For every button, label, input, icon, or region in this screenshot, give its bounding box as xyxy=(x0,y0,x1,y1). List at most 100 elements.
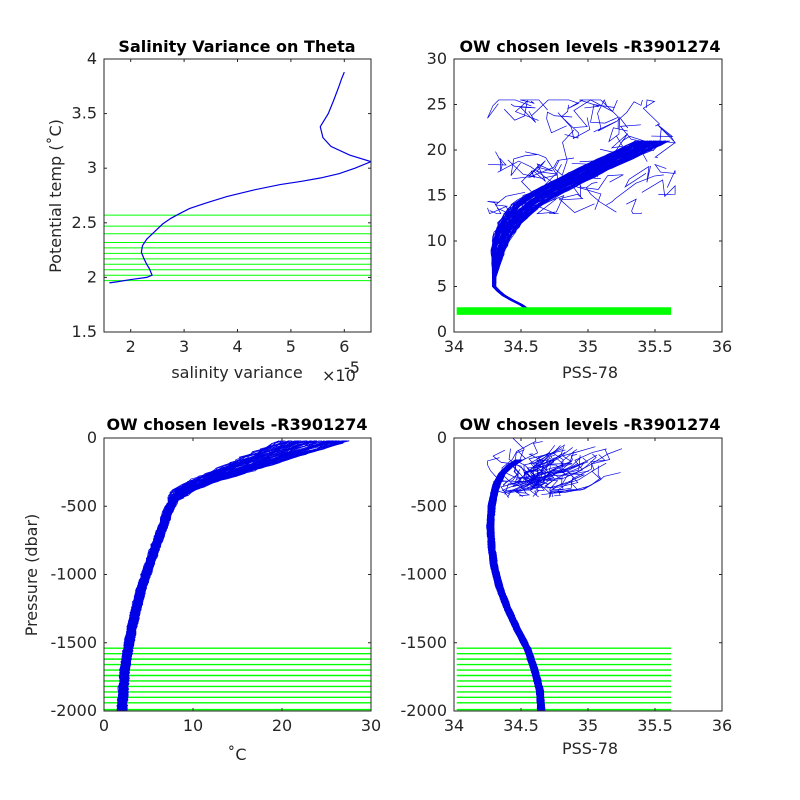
salinity-surface-trace xyxy=(513,457,550,487)
x-tick-label: 34 xyxy=(444,337,464,356)
salinity-surface-trace xyxy=(515,463,573,494)
salinity-surface-trace xyxy=(504,458,557,491)
ts-surface-trace xyxy=(597,99,617,132)
ts-profile xyxy=(495,140,665,310)
ticks-p1: 2 3 4 5 6 1.5 2 2.5 3 3.5 4 xyxy=(72,49,371,356)
ts-surface-trace xyxy=(558,193,595,213)
salinity-surface-trace xyxy=(544,453,597,487)
ts-profile xyxy=(495,140,666,310)
axes-frame-p1 xyxy=(103,58,372,333)
salinity-profile xyxy=(491,459,544,711)
salinity-profile xyxy=(492,459,546,711)
y-axis-label-p3: Pressure (dbar) xyxy=(22,514,41,637)
x-tick-label: 36 xyxy=(712,716,732,735)
ts-profile xyxy=(492,140,642,310)
salinity-profile xyxy=(488,459,541,711)
ts-surface-trace xyxy=(561,104,579,139)
ts-surface-trace xyxy=(624,165,651,188)
salinity-surface-trace xyxy=(551,448,623,492)
ts-surface-trace xyxy=(573,99,618,128)
ts-surface-trace xyxy=(503,99,539,121)
y-tick-label: -2000 xyxy=(401,701,448,720)
panel-title-p3: OW chosen levels -R3901274 xyxy=(106,415,367,434)
ts-surface-trace xyxy=(487,99,532,119)
ts-profile xyxy=(495,140,666,310)
variance-profile-line xyxy=(109,71,371,284)
ts-surface-trace xyxy=(554,129,575,176)
ts-surface-trace xyxy=(571,160,606,178)
plot-area-p4 xyxy=(456,438,672,711)
ts-surface-trace xyxy=(510,103,536,123)
ts-profile xyxy=(495,140,667,310)
ts-profile xyxy=(494,140,666,310)
x-axis-label-p1: salinity variance xyxy=(171,363,302,382)
ts-surface-trace xyxy=(573,170,624,190)
y-tick-label: -1500 xyxy=(401,633,448,652)
ts-profile xyxy=(492,140,643,310)
salinity-surface-trace xyxy=(526,462,585,486)
salinity-surface-trace xyxy=(530,451,566,490)
temperature-profile xyxy=(116,440,279,711)
ts-surface-trace xyxy=(536,195,565,215)
x-tick-label: 3 xyxy=(179,337,189,356)
salinity-surface-trace xyxy=(541,465,602,496)
ts-profile xyxy=(493,140,654,310)
x-tick-label: 35 xyxy=(578,337,598,356)
salinity-surface-trace xyxy=(509,441,543,483)
ts-surface-trace xyxy=(590,104,619,124)
panel-pressure-temperature: 0 10 20 30 -2000 -1500 -1000 -500 0 OW chosen le… xyxy=(22,415,381,764)
panel-title-p2: OW chosen levels -R3901274 xyxy=(459,37,720,56)
x-tick-label: 35.5 xyxy=(637,716,673,735)
ts-profile xyxy=(492,140,641,310)
y-tick-label: 0 xyxy=(87,428,97,447)
ts-surface-trace xyxy=(619,124,651,144)
temperature-profile xyxy=(122,440,330,711)
ts-surface-trace xyxy=(641,179,676,198)
panel-salinity-variance: 2 3 4 5 6 1.5 2 2.5 3 3.5 4 Salinity Variance on T… xyxy=(46,37,372,385)
salinity-surface-trace xyxy=(507,464,536,498)
x-tick-label: 34.5 xyxy=(503,716,539,735)
temperature-profile xyxy=(122,440,330,711)
ts-surface-trace xyxy=(546,111,573,134)
y-tick-label: 30 xyxy=(427,49,447,68)
ts-surface-trace xyxy=(507,154,558,179)
x-axis-label-p4: PSS-78 xyxy=(562,739,618,758)
ts-surface-trace xyxy=(510,151,538,176)
ts-surface-trace xyxy=(487,151,507,172)
salinity-surface-trace xyxy=(503,471,551,494)
y-tick-label: 5 xyxy=(437,277,447,296)
ts-surface-trace xyxy=(532,163,553,182)
ts-surface-trace xyxy=(557,112,591,140)
ts-surface-trace xyxy=(592,133,628,166)
temperature-profile xyxy=(118,440,302,711)
salinity-surface-trace xyxy=(519,466,542,497)
y-tick-label: 20 xyxy=(427,140,447,159)
ts-surface-trace xyxy=(520,99,548,111)
y-tick-label: 15 xyxy=(427,186,447,205)
salinity-surface-trace xyxy=(487,457,507,487)
x-tick-label: 2 xyxy=(126,337,136,356)
ts-profile xyxy=(495,140,666,310)
salinity-surface-trace xyxy=(492,449,520,486)
ts-surface-trace xyxy=(531,99,584,116)
y-tick-label: 10 xyxy=(427,231,447,250)
panel-title-p4: OW chosen levels -R3901274 xyxy=(459,415,720,434)
panel-pressure-salinity: 34 34.5 35 35.5 36 -2000 -1500 -1000 -500 0 OW ch… xyxy=(401,415,733,758)
ts-surface-trace xyxy=(600,145,648,162)
salinity-surface-trace xyxy=(532,452,556,488)
x-axis-label-p3: ˚C xyxy=(227,745,246,764)
x-tick-label: 5 xyxy=(286,337,296,356)
x-tick-label: 0 xyxy=(99,716,109,735)
temperature-profile xyxy=(124,440,345,711)
ts-profile xyxy=(495,140,668,310)
ts-surface-trace xyxy=(543,171,602,211)
ts-surface-trace xyxy=(608,116,629,143)
y-tick-label: 3 xyxy=(87,158,97,177)
ts-profile xyxy=(494,140,666,310)
temperature-profile xyxy=(116,440,280,711)
y-tick-label: 0 xyxy=(437,322,447,341)
x-tick-label: 36 xyxy=(712,337,732,356)
ts-profile xyxy=(492,140,642,310)
ticks-p3: 0 10 20 30 -2000 -1500 -1000 -500 0 xyxy=(51,428,382,735)
